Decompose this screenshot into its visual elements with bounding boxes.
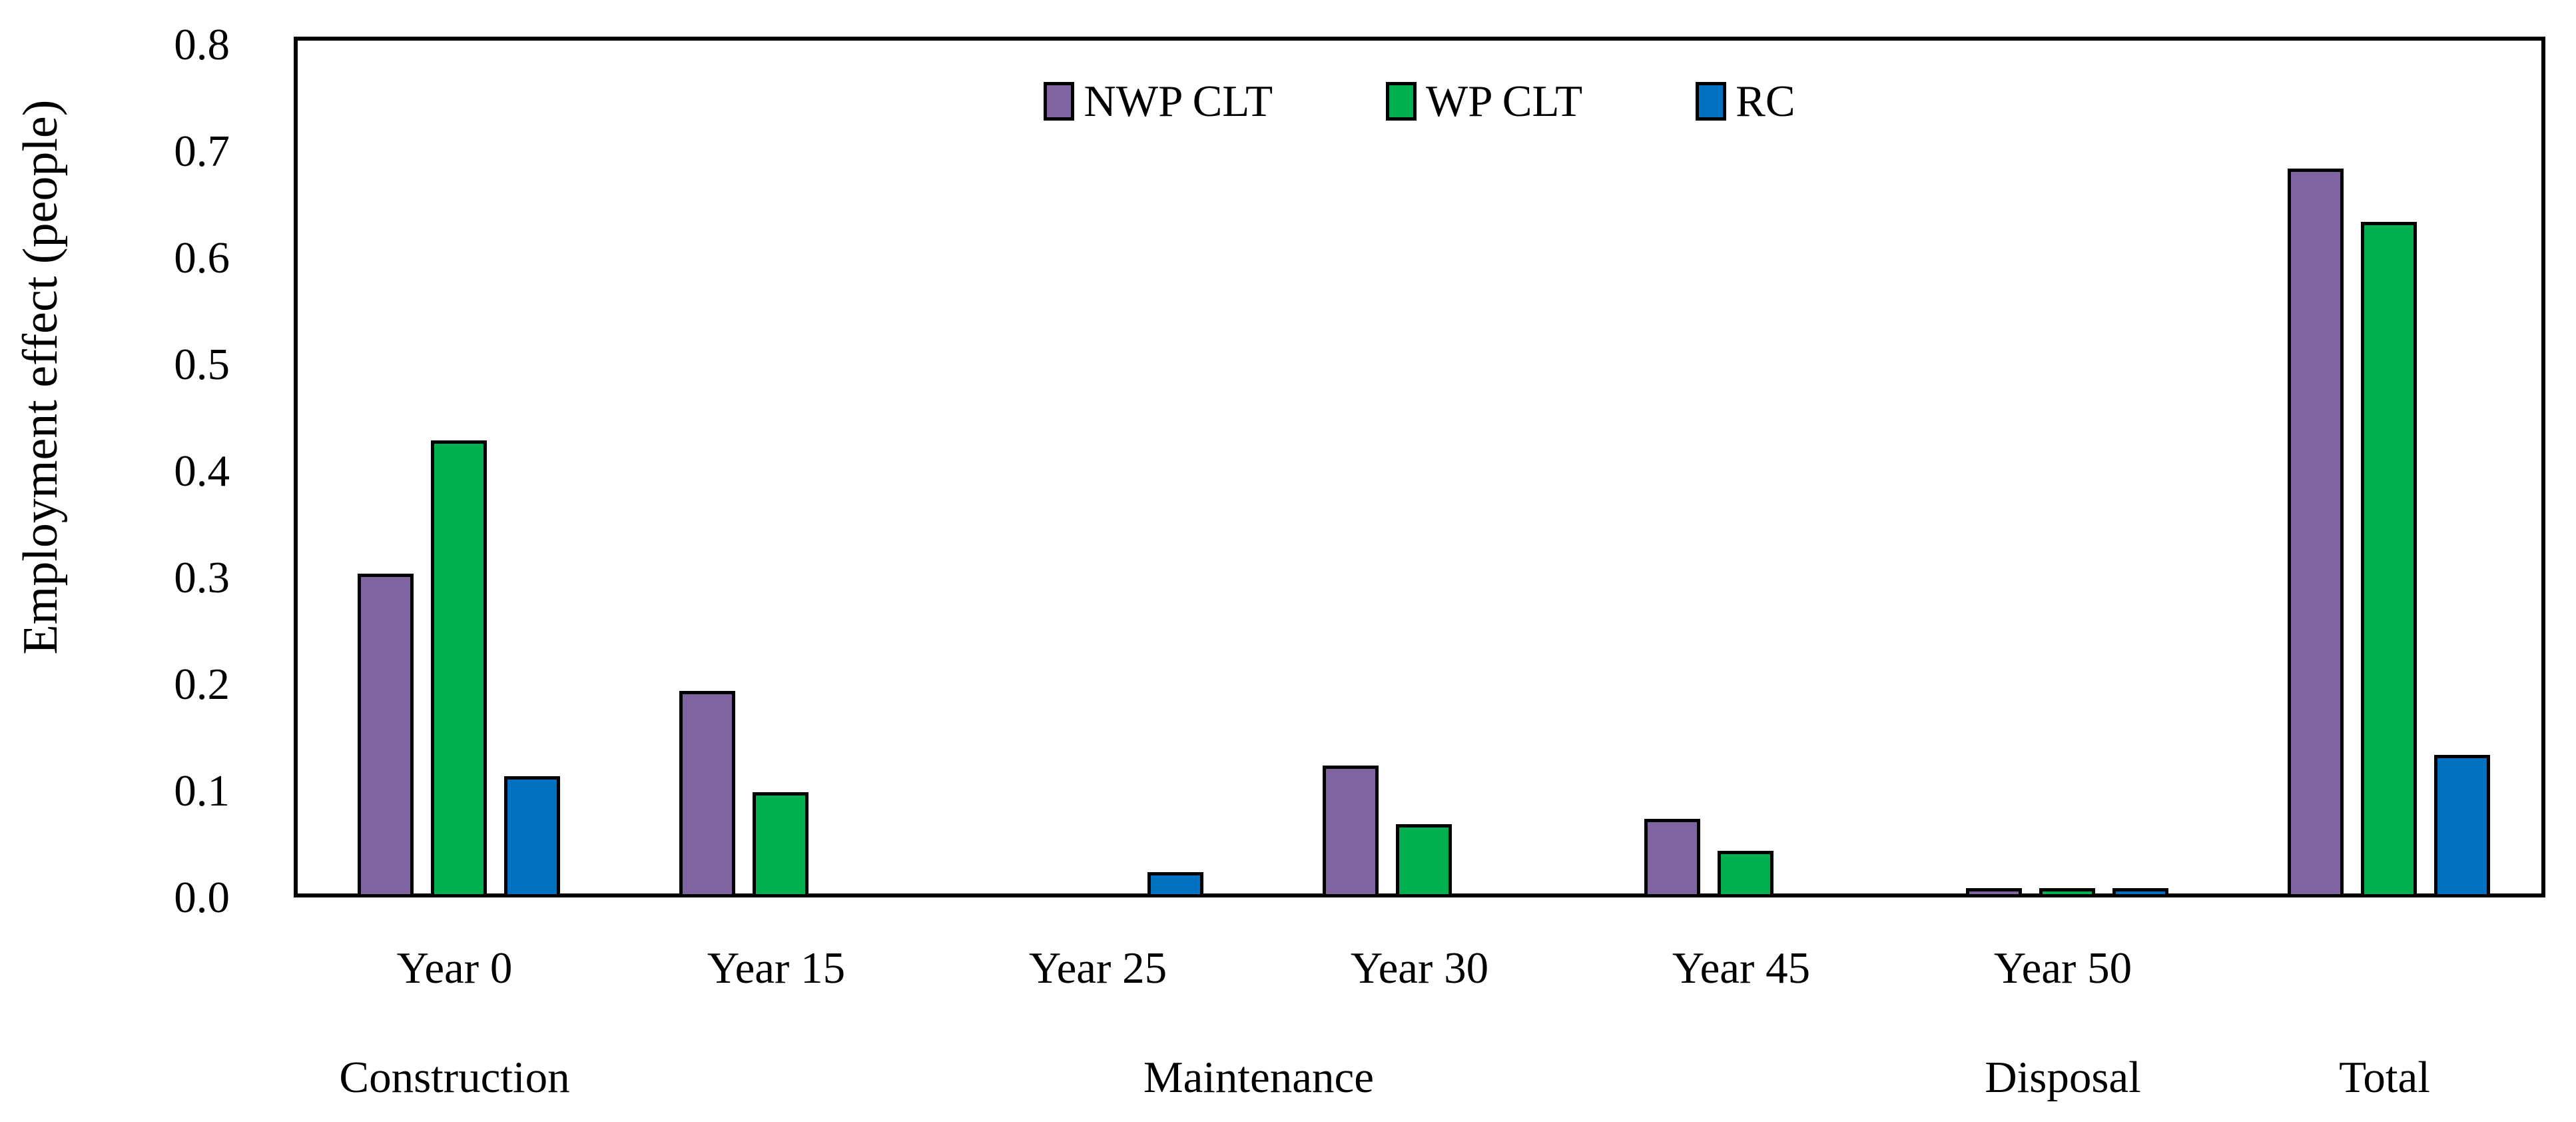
legend-item-wp-clt: WP CLT xyxy=(1386,77,1582,126)
bar-nwp-clt-year-15 xyxy=(679,691,735,897)
x-tick-label-year-0: Year 0 xyxy=(396,943,513,993)
legend-swatch-nwp-clt xyxy=(1044,82,1075,121)
bar-nwp-clt-year-30 xyxy=(1323,766,1379,897)
bar-rc-year-50 xyxy=(2112,888,2168,897)
y-tick-label-0.3: 0.3 xyxy=(174,553,230,602)
legend-item-rc: RC xyxy=(1696,77,1795,126)
bar-nwp-clt-year-0 xyxy=(358,574,414,897)
bar-wp-clt-year-45 xyxy=(1718,851,1773,897)
y-tick-label-0.0: 0.0 xyxy=(174,873,230,922)
y-tick-label-0.1: 0.1 xyxy=(174,766,230,816)
bar-nwp-clt-year-45 xyxy=(1644,819,1700,897)
stage-label-maintenance: Maintenance xyxy=(1143,1053,1374,1102)
bar-wp-clt-year-15 xyxy=(753,792,808,897)
legend-label-nwp-clt: NWP CLT xyxy=(1084,77,1273,126)
legend-swatch-wp-clt xyxy=(1386,82,1417,121)
bar-wp-clt-year-50 xyxy=(2039,888,2095,897)
stage-label-total: Total xyxy=(2339,1053,2430,1102)
y-tick-label-0.7: 0.7 xyxy=(174,127,230,176)
x-tick-label-year-30: Year 30 xyxy=(1350,943,1489,993)
bar-wp-clt-year-30 xyxy=(1396,824,1452,897)
bar-nwp-clt-total xyxy=(2288,169,2344,897)
x-tick-label-year-25: Year 25 xyxy=(1028,943,1167,993)
x-tick-label-year-45: Year 45 xyxy=(1672,943,1811,993)
y-tick-label-0.8: 0.8 xyxy=(174,20,230,69)
bar-rc-year-25 xyxy=(1147,872,1203,897)
y-tick-label-0.5: 0.5 xyxy=(174,340,230,389)
bar-nwp-clt-year-50 xyxy=(1966,888,2022,897)
x-tick-label-year-50: Year 50 xyxy=(1993,943,2132,993)
y-tick-label-0.2: 0.2 xyxy=(174,660,230,709)
bar-rc-total xyxy=(2434,755,2490,897)
bar-rc-year-0 xyxy=(504,776,560,897)
plot-area xyxy=(294,37,2545,897)
legend-label-rc: RC xyxy=(1736,77,1795,126)
x-tick-label-year-15: Year 15 xyxy=(707,943,846,993)
stage-label-disposal: Disposal xyxy=(1985,1053,2141,1102)
stage-label-construction: Construction xyxy=(339,1053,570,1102)
y-tick-label-0.4: 0.4 xyxy=(174,446,230,496)
legend-item-nwp-clt: NWP CLT xyxy=(1044,77,1273,126)
legend-label-wp-clt: WP CLT xyxy=(1426,77,1583,126)
bar-wp-clt-year-0 xyxy=(431,440,487,897)
legend-swatch-rc xyxy=(1696,82,1727,121)
bar-wp-clt-total xyxy=(2361,222,2417,897)
y-tick-label-0.6: 0.6 xyxy=(174,233,230,282)
chart-legend: NWP CLT WP CLT RC xyxy=(294,75,2545,128)
